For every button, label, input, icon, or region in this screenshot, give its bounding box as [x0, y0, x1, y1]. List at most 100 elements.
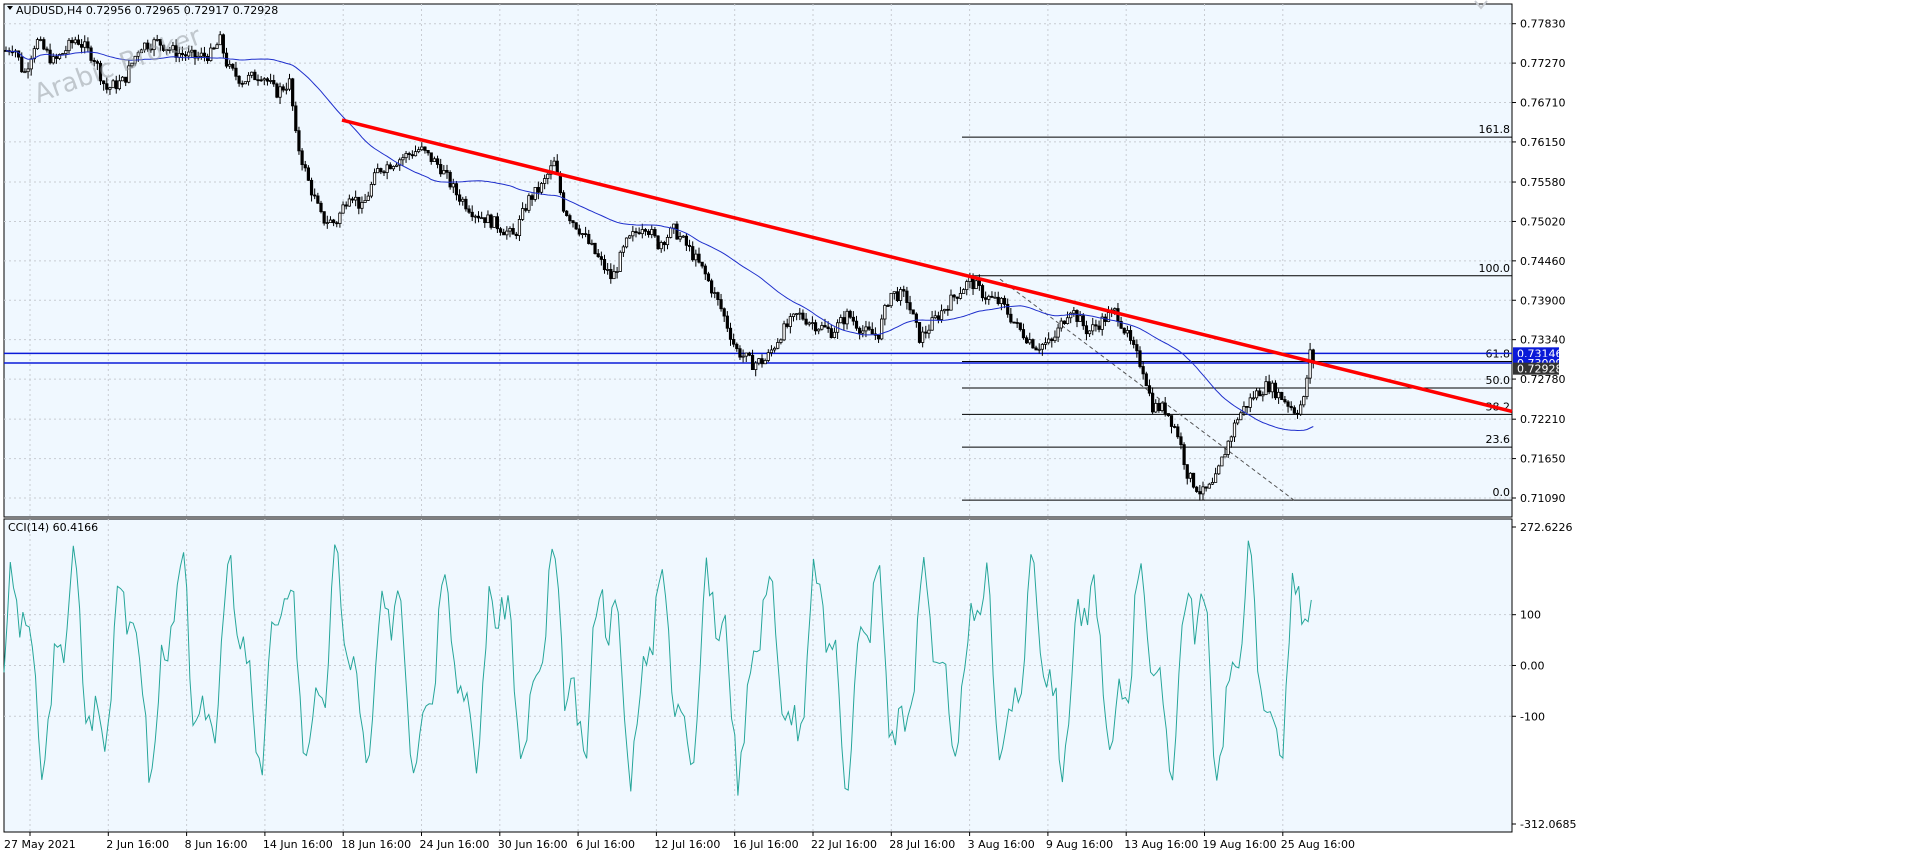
- candle-body: [1053, 336, 1057, 342]
- candle-body: [439, 164, 443, 175]
- candle-body: [851, 316, 855, 322]
- candle-body: [612, 271, 616, 280]
- candle-body: [584, 233, 588, 235]
- candle-body: [1273, 382, 1278, 399]
- candle-body: [845, 310, 849, 325]
- candle-body: [284, 88, 288, 91]
- candle-body: [593, 242, 597, 255]
- candle-body: [1311, 349, 1315, 362]
- candle-body: [687, 244, 692, 247]
- candle-body: [675, 223, 679, 240]
- candle-body: [939, 310, 944, 320]
- candle-body: [92, 59, 96, 63]
- candle-body: [713, 292, 717, 294]
- candle-body: [974, 280, 978, 290]
- candle-body: [379, 168, 383, 173]
- candle-body: [568, 215, 572, 222]
- candle-body: [757, 358, 761, 364]
- candle-body: [962, 289, 966, 294]
- candle-body: [905, 290, 909, 303]
- candle-body: [955, 296, 959, 299]
- candle-body: [322, 211, 326, 224]
- candle-body: [1141, 366, 1145, 375]
- candle-body: [1217, 465, 1221, 475]
- candle-body: [146, 42, 150, 50]
- candle-body: [32, 48, 36, 60]
- candle-body: [561, 192, 566, 212]
- candle-body: [643, 229, 648, 232]
- candle-body: [278, 86, 282, 98]
- candle-body: [486, 214, 490, 224]
- y-tick-label: 0.73340: [1520, 334, 1566, 347]
- candle-body: [89, 47, 93, 61]
- candle-body: [464, 198, 468, 210]
- candle-body: [508, 228, 512, 232]
- candle-body: [1308, 349, 1312, 379]
- candle-body: [388, 164, 392, 170]
- candle-body: [404, 153, 408, 159]
- cci-line: [3, 540, 1312, 796]
- candle-body: [694, 253, 698, 261]
- candle-body: [832, 331, 837, 338]
- candle-body: [275, 83, 279, 98]
- candle-body: [1226, 440, 1230, 455]
- candle-body: [902, 289, 906, 292]
- candle-body: [262, 78, 266, 81]
- y-tick-label: 0.75020: [1520, 215, 1566, 228]
- candle-body: [306, 167, 311, 181]
- candle-body: [1302, 396, 1306, 406]
- candle-body: [297, 130, 301, 152]
- candle-body: [492, 216, 496, 228]
- candle-body: [61, 53, 65, 55]
- candle-body: [86, 41, 90, 49]
- candle-body: [662, 242, 666, 246]
- candle-body: [798, 312, 802, 315]
- candle-body: [1198, 491, 1202, 495]
- candle-body: [369, 183, 374, 197]
- candle-body: [48, 49, 52, 64]
- candle-body: [51, 56, 55, 64]
- candle-body: [385, 164, 389, 173]
- candle-body: [769, 349, 774, 354]
- cci-panel[interactable]: [3, 518, 1513, 833]
- grid: [4, 4, 1512, 832]
- candle-body: [861, 330, 865, 334]
- candle-body: [253, 71, 257, 81]
- y-tick-label: 0.76710: [1520, 97, 1566, 110]
- dropdown-triangle-icon[interactable]: [7, 6, 13, 10]
- candle-body: [183, 54, 188, 57]
- candle-body: [773, 347, 777, 351]
- candle-body: [672, 223, 676, 229]
- fib-level-label: 0.0: [1493, 486, 1511, 499]
- candle-body: [391, 166, 396, 170]
- candle-body: [1018, 322, 1022, 330]
- candle-body: [618, 251, 622, 272]
- candle-body: [423, 146, 427, 151]
- candle-body: [744, 352, 748, 357]
- candle-body: [552, 160, 556, 167]
- candle-body: [958, 293, 963, 299]
- x-tick-label: 13 Aug 16:00: [1124, 838, 1198, 851]
- candle-body: [637, 232, 641, 235]
- candle-body: [1195, 486, 1199, 492]
- candle-body: [1043, 342, 1048, 345]
- candle-body: [309, 179, 314, 196]
- candle-body: [823, 325, 827, 328]
- candle-body: [984, 297, 988, 300]
- candle-body: [180, 52, 184, 56]
- trendlines[interactable]: [341, 118, 1513, 414]
- candle-body: [1242, 405, 1246, 414]
- candle-body: [451, 183, 455, 188]
- candle-body: [442, 170, 446, 175]
- candle-body: [209, 47, 213, 62]
- candle-body: [987, 295, 991, 300]
- candle-body: [710, 280, 714, 294]
- candle-body: [325, 222, 329, 225]
- candle-body: [429, 152, 433, 162]
- candle-body: [366, 195, 370, 201]
- candle-body: [1166, 413, 1170, 416]
- x-tick-label: 25 Aug 16:00: [1281, 838, 1355, 851]
- candle-body: [29, 58, 33, 70]
